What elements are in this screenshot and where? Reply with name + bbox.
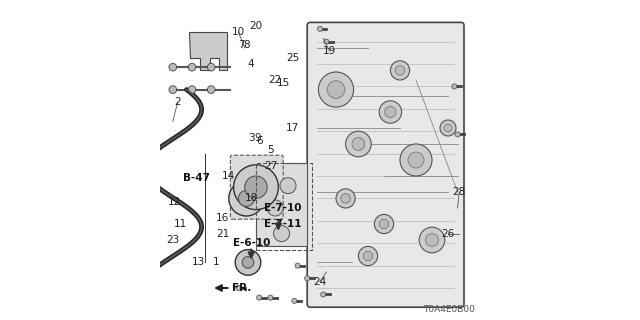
Circle shape xyxy=(396,66,405,75)
Circle shape xyxy=(341,194,351,203)
Circle shape xyxy=(358,246,378,266)
Circle shape xyxy=(207,63,215,71)
Text: 1: 1 xyxy=(212,257,220,268)
Text: 16: 16 xyxy=(216,212,229,223)
Circle shape xyxy=(238,190,255,206)
Circle shape xyxy=(444,124,452,132)
Bar xyxy=(256,163,312,250)
Circle shape xyxy=(324,39,329,44)
Text: 9: 9 xyxy=(254,132,261,143)
Circle shape xyxy=(292,298,297,303)
Circle shape xyxy=(336,189,355,208)
Circle shape xyxy=(385,106,396,118)
Text: FR.: FR. xyxy=(232,283,252,293)
FancyBboxPatch shape xyxy=(230,155,283,219)
Text: 14: 14 xyxy=(222,171,236,181)
Circle shape xyxy=(455,132,460,137)
Text: 24: 24 xyxy=(314,276,326,287)
Text: 20: 20 xyxy=(250,20,262,31)
Circle shape xyxy=(236,285,241,291)
Text: 2: 2 xyxy=(174,97,181,108)
Circle shape xyxy=(426,234,438,246)
Circle shape xyxy=(295,263,300,268)
Text: 7: 7 xyxy=(238,40,245,50)
Text: 25: 25 xyxy=(286,52,300,63)
FancyBboxPatch shape xyxy=(307,22,464,307)
Text: 23: 23 xyxy=(166,235,179,245)
Text: E-7-10: E-7-10 xyxy=(264,203,302,213)
Text: 11: 11 xyxy=(174,219,188,229)
Circle shape xyxy=(207,86,215,93)
Circle shape xyxy=(452,84,457,89)
Circle shape xyxy=(440,120,456,136)
Text: 19: 19 xyxy=(323,46,336,56)
Text: 18: 18 xyxy=(244,193,258,204)
Text: 28: 28 xyxy=(452,187,466,197)
Circle shape xyxy=(268,200,283,216)
Text: 4: 4 xyxy=(248,59,255,69)
Text: 27: 27 xyxy=(264,161,277,172)
Text: 13: 13 xyxy=(192,257,205,268)
Circle shape xyxy=(234,165,278,210)
Text: 26: 26 xyxy=(442,228,454,239)
Circle shape xyxy=(390,61,410,80)
Circle shape xyxy=(319,72,354,107)
Text: 5: 5 xyxy=(267,145,274,156)
Circle shape xyxy=(327,81,345,99)
Circle shape xyxy=(257,295,262,300)
Circle shape xyxy=(236,250,261,275)
Text: 6: 6 xyxy=(256,136,262,146)
Polygon shape xyxy=(189,32,227,70)
Circle shape xyxy=(305,276,310,281)
Circle shape xyxy=(419,227,445,253)
Text: 12: 12 xyxy=(168,196,181,207)
Circle shape xyxy=(268,295,273,300)
Circle shape xyxy=(346,131,371,157)
Circle shape xyxy=(400,144,432,176)
Circle shape xyxy=(188,86,196,93)
Circle shape xyxy=(317,26,323,31)
Circle shape xyxy=(274,226,290,242)
Text: 15: 15 xyxy=(276,78,290,88)
Circle shape xyxy=(245,176,268,198)
Circle shape xyxy=(408,152,424,168)
Text: 3: 3 xyxy=(248,132,255,143)
Polygon shape xyxy=(256,163,307,246)
Text: 22: 22 xyxy=(269,75,282,85)
Circle shape xyxy=(364,251,372,261)
Circle shape xyxy=(379,219,389,229)
Circle shape xyxy=(229,181,264,216)
Text: E-6-10: E-6-10 xyxy=(232,238,270,248)
Text: 10: 10 xyxy=(232,27,245,37)
Text: 8: 8 xyxy=(243,40,250,50)
Text: T0A4E0B00: T0A4E0B00 xyxy=(423,305,475,314)
Circle shape xyxy=(379,101,402,123)
Circle shape xyxy=(352,138,365,150)
Circle shape xyxy=(280,178,296,194)
Circle shape xyxy=(321,292,326,297)
Circle shape xyxy=(169,63,177,71)
Text: 17: 17 xyxy=(286,123,300,133)
Circle shape xyxy=(169,86,177,93)
Text: 21: 21 xyxy=(216,228,229,239)
Text: B-47: B-47 xyxy=(183,172,211,183)
Circle shape xyxy=(188,63,196,71)
Circle shape xyxy=(374,214,394,234)
Text: E-7-11: E-7-11 xyxy=(264,219,302,229)
Circle shape xyxy=(243,257,253,268)
